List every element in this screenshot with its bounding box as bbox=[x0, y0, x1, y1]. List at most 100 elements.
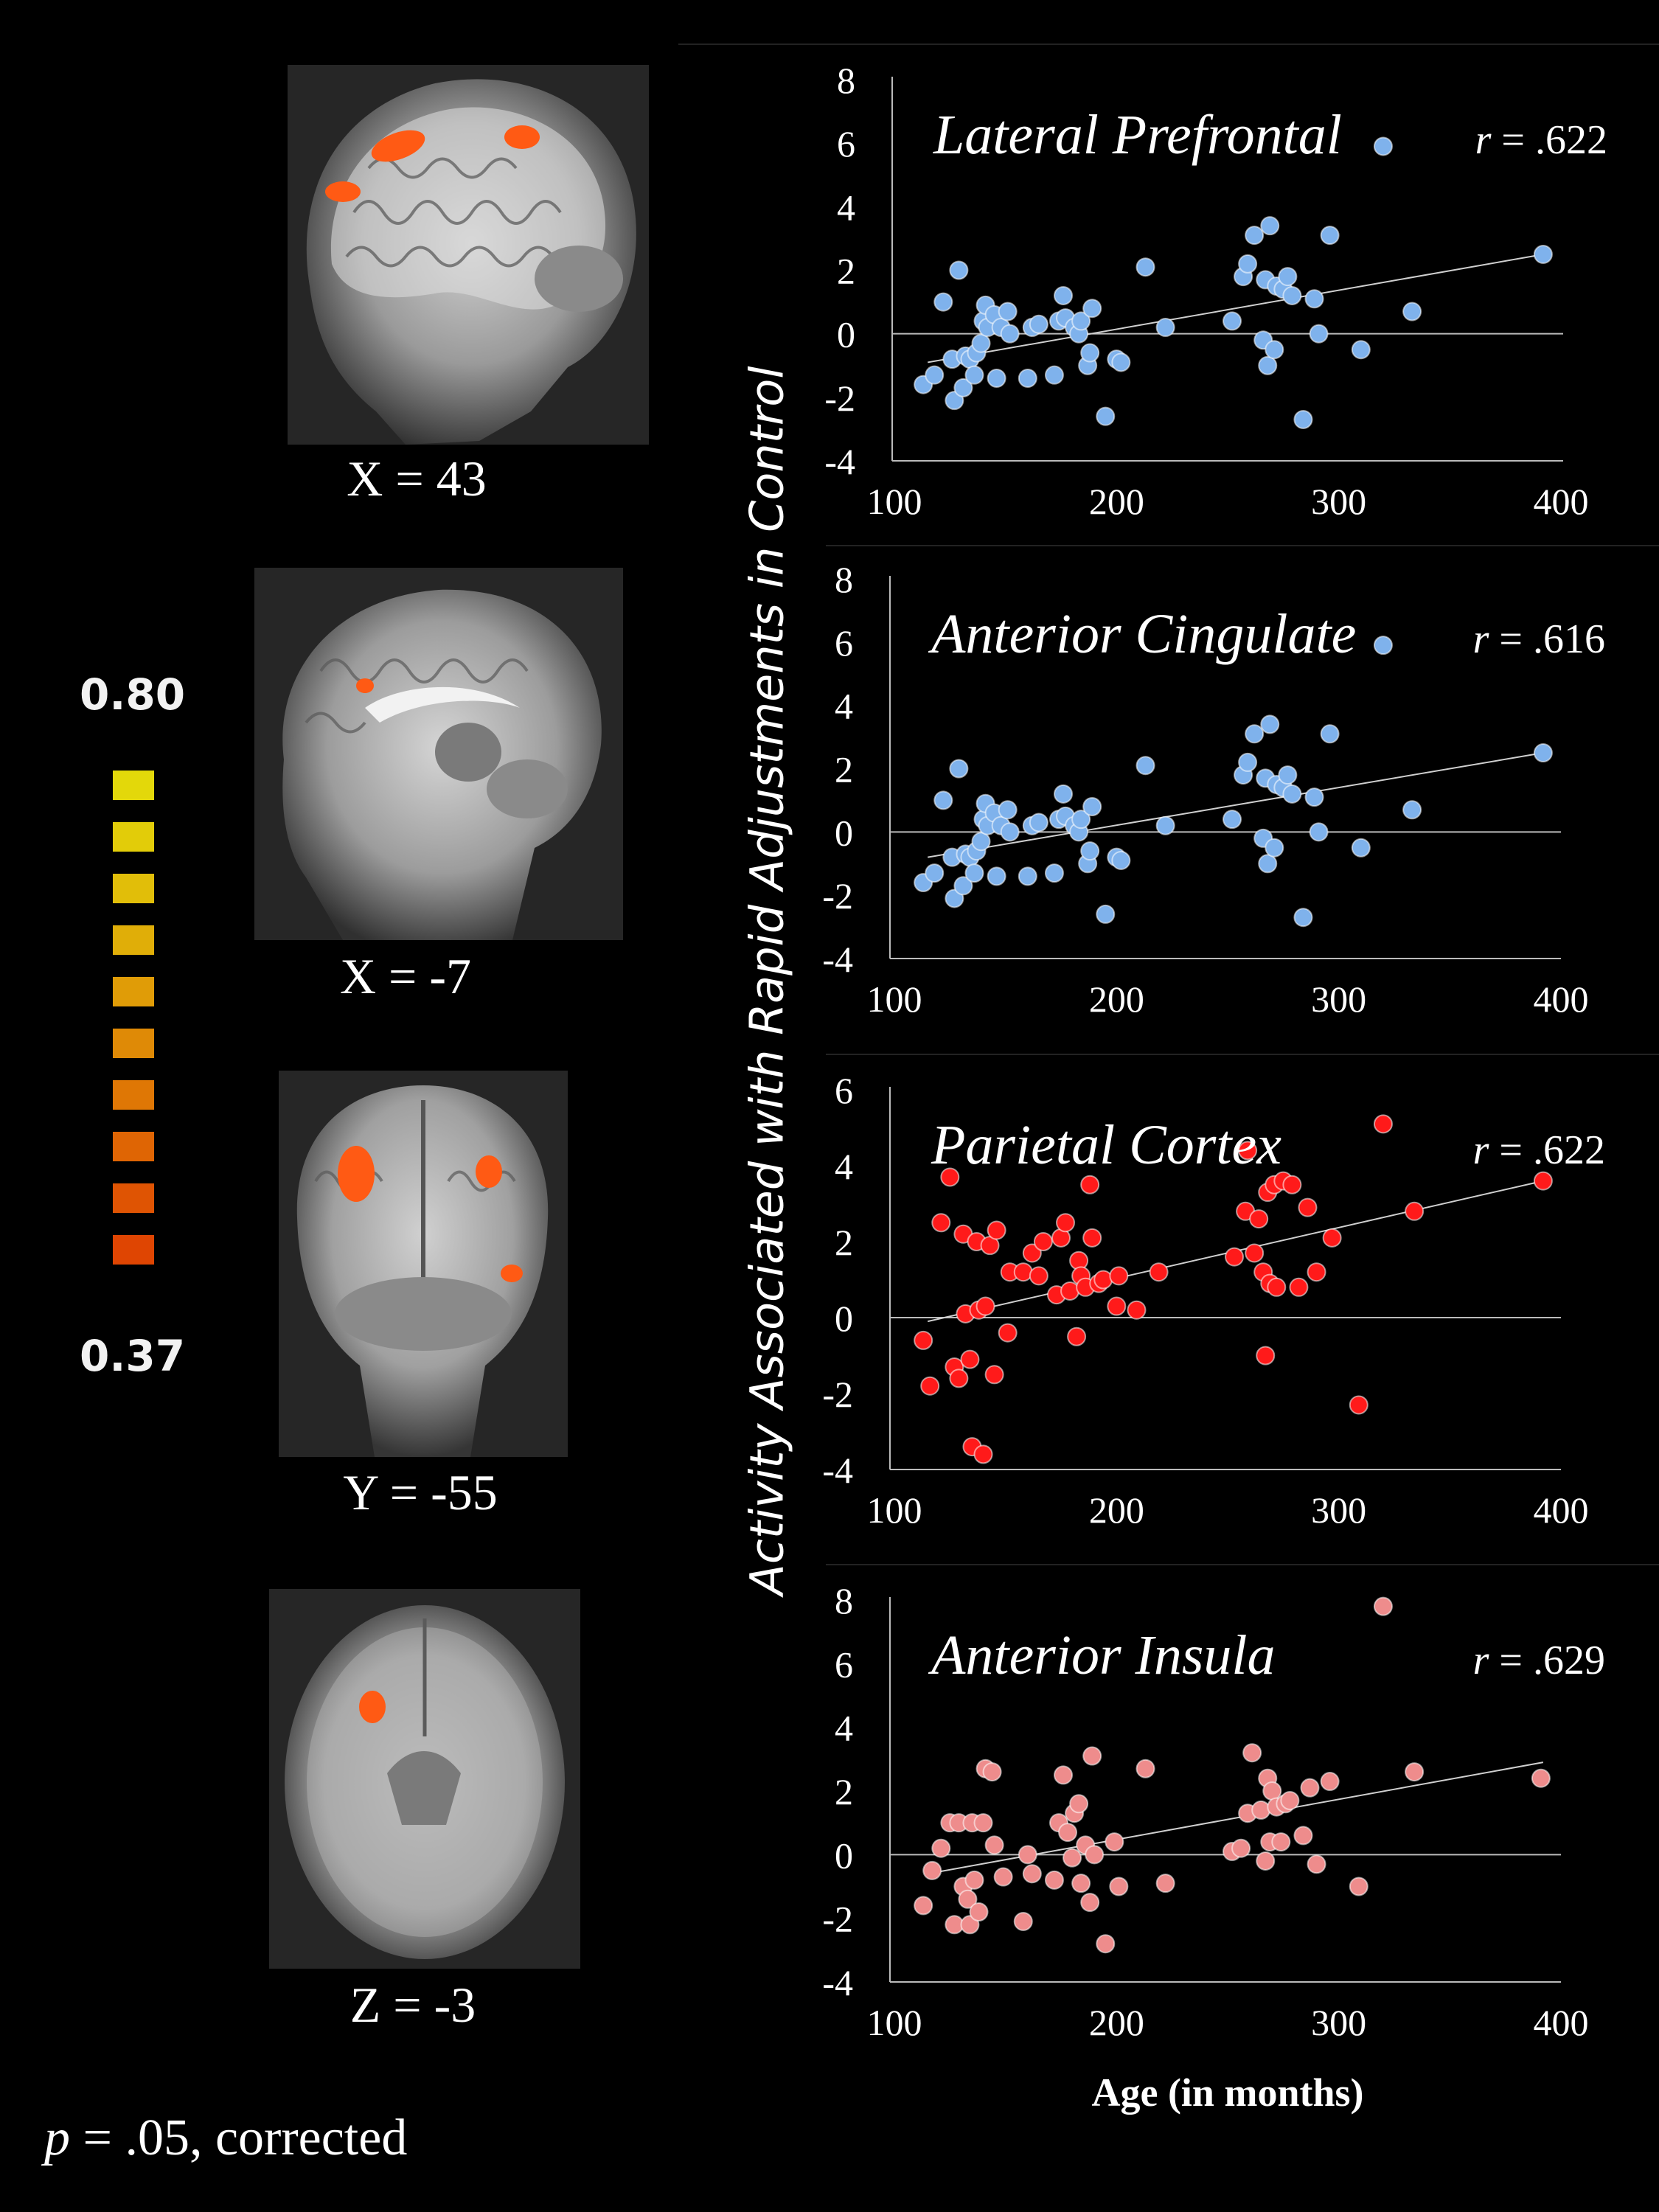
data-point bbox=[1349, 1877, 1368, 1896]
brain-slice-sagittal-right bbox=[288, 65, 649, 445]
brain-slice-axial bbox=[269, 1589, 580, 1969]
brain-slice-coronal bbox=[279, 1071, 568, 1457]
y-tick-label: -4 bbox=[824, 441, 855, 482]
data-point bbox=[1231, 1838, 1251, 1858]
activation-blob bbox=[356, 678, 374, 693]
x-tick-label: 400 bbox=[1534, 978, 1589, 1020]
y-tick-label: -4 bbox=[822, 1962, 853, 2003]
data-point bbox=[1029, 314, 1048, 334]
data-point bbox=[1533, 244, 1553, 264]
data-point bbox=[1256, 1851, 1276, 1871]
data-point bbox=[1260, 216, 1280, 236]
data-point bbox=[1307, 1854, 1326, 1874]
data-point bbox=[1245, 226, 1265, 246]
data-point bbox=[914, 1896, 933, 1916]
y-tick-label: 0 bbox=[837, 314, 855, 355]
x-tick-label: 400 bbox=[1534, 481, 1589, 522]
data-point bbox=[1062, 1848, 1082, 1868]
data-point bbox=[984, 1835, 1004, 1855]
y-tick-label: 8 bbox=[835, 1580, 853, 1621]
data-point bbox=[931, 1213, 951, 1233]
data-point bbox=[971, 832, 991, 852]
data-point bbox=[1373, 1114, 1393, 1134]
data-point bbox=[1238, 254, 1258, 274]
data-point bbox=[1307, 1262, 1326, 1282]
color-scale-swatch bbox=[113, 771, 154, 800]
data-point bbox=[1293, 409, 1313, 429]
data-point bbox=[1262, 1781, 1282, 1801]
activation-blob bbox=[338, 1146, 523, 1282]
data-point bbox=[1058, 1823, 1078, 1843]
data-point bbox=[1060, 1281, 1080, 1301]
x-tick-label: 300 bbox=[1311, 978, 1366, 1020]
x-tick-label: 200 bbox=[1089, 978, 1144, 1020]
color-scale-swatch bbox=[113, 1183, 154, 1213]
data-point bbox=[1044, 863, 1064, 883]
color-scale-swatch bbox=[113, 874, 154, 903]
data-point bbox=[931, 1838, 951, 1858]
data-point bbox=[1300, 1778, 1320, 1798]
data-point bbox=[920, 1376, 940, 1396]
y-tick-label: 8 bbox=[835, 559, 853, 600]
y-tick-label: 4 bbox=[837, 187, 855, 228]
data-point bbox=[1278, 765, 1298, 785]
x-tick-label: 100 bbox=[867, 481, 922, 522]
data-point bbox=[940, 1167, 960, 1187]
brain-slice-label: X = -7 bbox=[339, 948, 472, 1004]
data-point bbox=[1082, 299, 1102, 319]
x-tick-label: 300 bbox=[1311, 2002, 1366, 2043]
y-tick-label: 0 bbox=[835, 1298, 853, 1339]
x-tick-label: 100 bbox=[867, 2002, 922, 2043]
data-point bbox=[1105, 1832, 1124, 1852]
data-point bbox=[1096, 406, 1116, 426]
x-tick-label: 200 bbox=[1089, 1489, 1144, 1531]
data-point bbox=[1018, 1845, 1037, 1865]
chart-title: Lateral Prefrontal bbox=[933, 104, 1342, 166]
data-point bbox=[1298, 1197, 1318, 1217]
data-point bbox=[958, 1889, 978, 1909]
data-point bbox=[925, 365, 945, 385]
data-point bbox=[960, 1349, 980, 1369]
data-point bbox=[922, 1860, 942, 1880]
data-point bbox=[1271, 1832, 1291, 1852]
y-tick-label: -2 bbox=[824, 378, 855, 419]
y-tick-label: 4 bbox=[835, 1708, 853, 1749]
brain-slice-label: X = 43 bbox=[347, 451, 487, 507]
threshold-note: p = .05, corrected bbox=[44, 2109, 407, 2168]
data-point bbox=[1013, 1262, 1033, 1282]
x-tick-label: 200 bbox=[1089, 2002, 1144, 2043]
data-point bbox=[1067, 1326, 1087, 1346]
correlation-symbol: r bbox=[1473, 1127, 1489, 1173]
data-point bbox=[998, 1323, 1018, 1343]
data-point bbox=[1245, 1243, 1265, 1263]
data-point bbox=[1405, 1201, 1425, 1221]
data-point bbox=[1135, 1759, 1155, 1778]
data-point bbox=[1111, 850, 1131, 870]
data-point bbox=[953, 378, 973, 397]
data-point bbox=[1155, 1874, 1175, 1893]
data-point bbox=[953, 876, 973, 896]
data-point bbox=[971, 333, 991, 353]
chart-title: Parietal Cortex bbox=[931, 1114, 1281, 1176]
data-point bbox=[993, 1867, 1013, 1887]
data-point bbox=[1069, 1794, 1089, 1814]
data-point bbox=[998, 800, 1018, 820]
data-point bbox=[1082, 1746, 1102, 1766]
data-point bbox=[1251, 1800, 1271, 1820]
data-point bbox=[1109, 1877, 1129, 1896]
data-point bbox=[1531, 1768, 1551, 1788]
data-point bbox=[1225, 1247, 1245, 1267]
data-point bbox=[1054, 1765, 1074, 1785]
data-point bbox=[1304, 289, 1324, 309]
data-point bbox=[1107, 1296, 1127, 1316]
scatter-chart-2: -4 -2 0 2 4 6 100 200 300 400 Parietal Cortex r = .… bbox=[822, 1070, 1605, 1531]
correlation-label: r = .622 bbox=[1475, 117, 1607, 163]
data-point bbox=[1293, 1826, 1313, 1846]
data-point bbox=[1265, 838, 1284, 858]
data-point bbox=[1402, 800, 1422, 820]
data-point bbox=[1533, 743, 1553, 763]
y-tick-label: 4 bbox=[835, 686, 853, 727]
data-point bbox=[1320, 226, 1340, 246]
threshold-note-rest: = .05, corrected bbox=[70, 2110, 408, 2166]
activation-blob bbox=[359, 1691, 386, 1723]
